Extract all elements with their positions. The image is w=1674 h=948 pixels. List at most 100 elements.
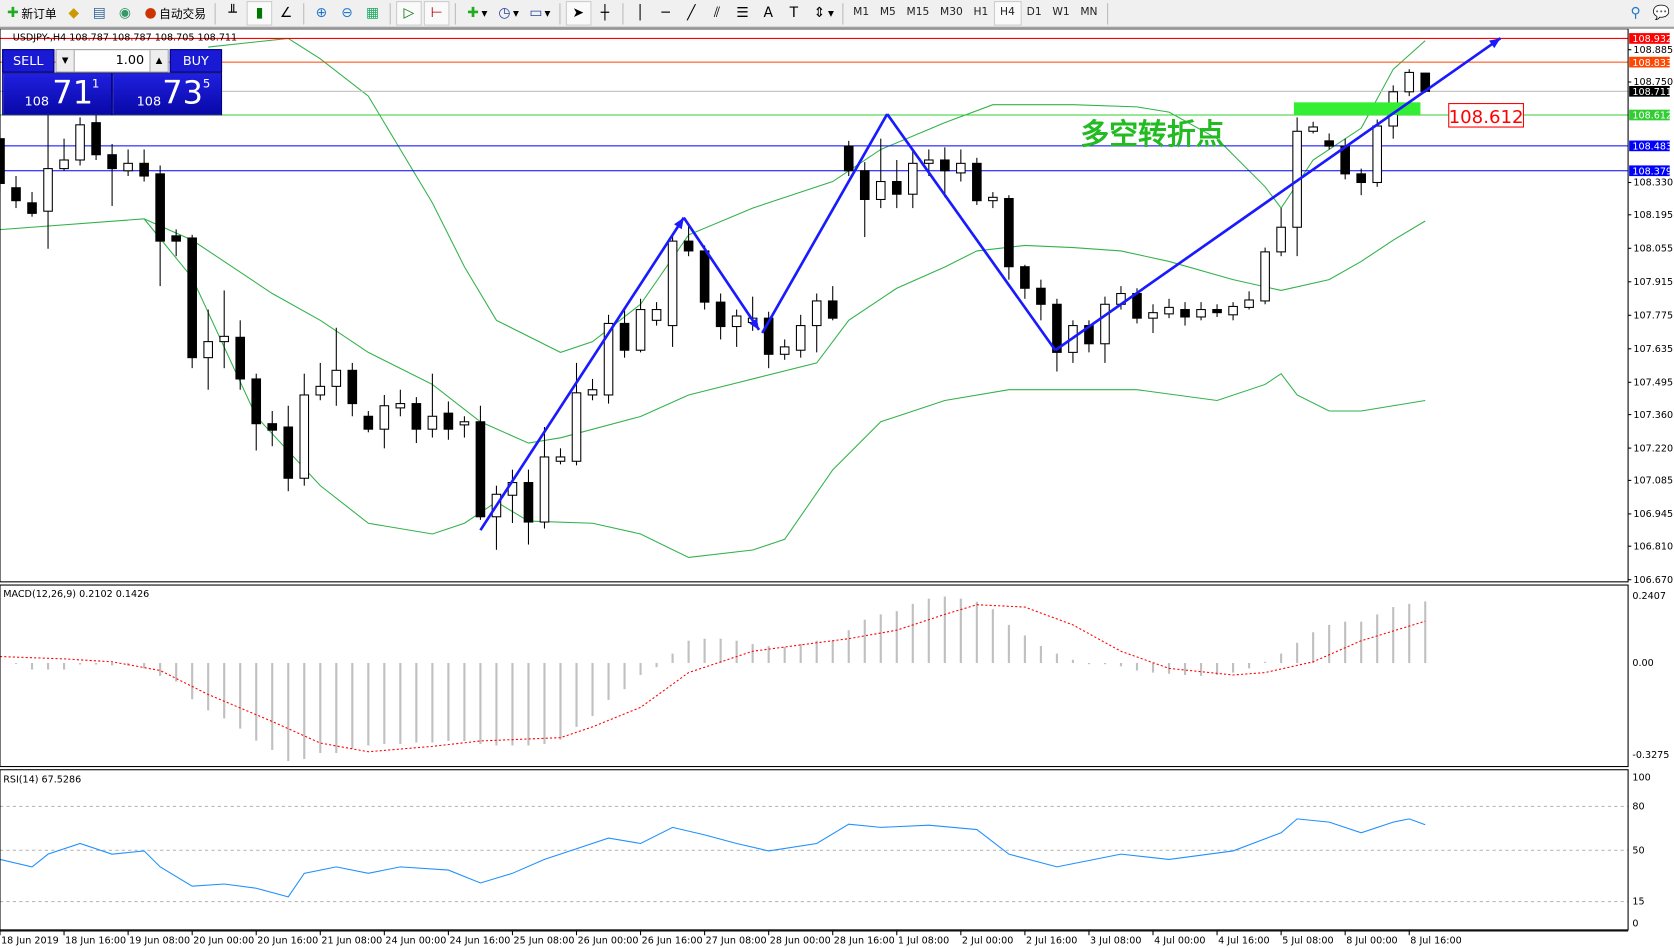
candle[interactable] <box>475 405 486 520</box>
lot-increase-button[interactable]: ▲ <box>149 50 168 72</box>
chat-button[interactable]: 💬 <box>1649 2 1672 24</box>
candle[interactable] <box>940 147 950 198</box>
candle[interactable] <box>91 115 101 160</box>
candle[interactable] <box>827 286 838 321</box>
candle[interactable] <box>571 362 582 466</box>
timeframe-m30[interactable]: M30 <box>940 6 963 19</box>
candle[interactable] <box>1260 247 1270 305</box>
new-order-button[interactable]: ✚ 新订单 <box>1 2 60 24</box>
tile-button[interactable]: ▦ <box>361 2 384 24</box>
bar-chart-button[interactable]: ╨ <box>221 2 244 24</box>
timeframe-m5[interactable]: M5 <box>879 6 896 19</box>
candle[interactable] <box>11 176 21 209</box>
timeframe-h4[interactable]: H4 <box>993 1 1022 26</box>
trendline[interactable] <box>886 113 1057 352</box>
horizontal-line-button[interactable]: ─ <box>654 2 677 24</box>
candle[interactable] <box>1068 320 1078 363</box>
candle[interactable] <box>1164 298 1174 319</box>
candle[interactable] <box>1180 302 1190 326</box>
navigator-button[interactable]: ▤ <box>88 2 111 24</box>
candle[interactable] <box>1308 121 1318 134</box>
crosshair-button[interactable]: ┼ <box>593 2 616 24</box>
arrows-button[interactable]: ⇕ ▾ <box>808 2 837 24</box>
timeframe-h1[interactable]: H1 <box>973 6 989 19</box>
ask-price[interactable]: 108 73 5 <box>112 72 223 116</box>
candle[interactable] <box>1196 302 1206 321</box>
lot-size-input[interactable]: ▼ 1.00 ▲ <box>55 49 169 73</box>
candle[interactable] <box>555 448 566 465</box>
timeframe-w1[interactable]: W1 <box>1052 6 1070 19</box>
candle[interactable] <box>27 192 37 217</box>
candle[interactable] <box>603 314 614 404</box>
fibonacci-button[interactable]: ☰ <box>731 2 754 24</box>
candle[interactable] <box>539 427 550 529</box>
candle-chart-button[interactable]: ▮ <box>246 1 273 26</box>
templates-button[interactable]: ▭ ▾ <box>529 4 551 21</box>
annotation-text[interactable]: 多空转折点 <box>1080 117 1224 151</box>
sell-button[interactable]: SELL <box>2 49 55 73</box>
candle[interactable] <box>619 309 630 358</box>
lot-decrease-button[interactable]: ▼ <box>56 50 75 72</box>
support-zone-rectangle[interactable] <box>1293 102 1421 116</box>
candle[interactable] <box>203 309 213 390</box>
candle[interactable] <box>1212 304 1222 317</box>
candle[interactable] <box>443 401 454 440</box>
autoscroll-button[interactable]: ▷ <box>396 1 422 26</box>
text-label-button[interactable]: T <box>782 2 805 24</box>
candle[interactable] <box>347 362 358 417</box>
candle[interactable] <box>427 373 438 438</box>
candle[interactable] <box>1004 195 1014 280</box>
search-button[interactable]: ⚲ <box>1624 2 1647 24</box>
timeframe-m1[interactable]: M1 <box>853 6 870 19</box>
candle[interactable] <box>155 165 165 287</box>
candle[interactable] <box>907 149 918 209</box>
candle[interactable] <box>651 302 662 326</box>
candle[interactable] <box>187 234 197 369</box>
candle[interactable] <box>363 411 374 433</box>
candle[interactable] <box>1100 296 1110 363</box>
candle[interactable] <box>59 138 69 171</box>
trendline-button[interactable]: ╱ <box>680 2 703 24</box>
candle[interactable] <box>283 405 294 492</box>
candle[interactable] <box>395 389 406 417</box>
candle[interactable] <box>1052 298 1062 372</box>
timeframe-m15[interactable]: M15 <box>906 6 930 19</box>
candle[interactable] <box>171 229 181 257</box>
candle[interactable] <box>1276 208 1286 257</box>
candle[interactable] <box>1404 69 1415 97</box>
periods-button[interactable]: ◷ ▾ <box>493 2 522 24</box>
candle[interactable] <box>779 339 790 360</box>
candle[interactable] <box>1324 133 1334 150</box>
candle[interactable] <box>251 373 262 451</box>
candle[interactable] <box>1020 264 1030 299</box>
candle[interactable] <box>139 149 149 182</box>
candle[interactable] <box>459 416 470 438</box>
equidistant-channel-button[interactable]: ⫽ <box>705 2 728 24</box>
bid-price[interactable]: 108 71 1 <box>2 72 113 116</box>
candle[interactable] <box>43 115 53 249</box>
annotation-price-label[interactable]: 108.612 <box>1448 103 1524 128</box>
chart-shift-button[interactable]: ⊢ <box>423 1 450 26</box>
trendline[interactable] <box>479 216 685 531</box>
candle[interactable] <box>1372 119 1383 187</box>
trendline[interactable] <box>761 113 889 334</box>
candle[interactable] <box>1036 279 1046 321</box>
candle[interactable] <box>1244 291 1254 310</box>
candle[interactable] <box>379 394 390 449</box>
zoom-in-button[interactable]: ⊕ <box>310 2 333 24</box>
candle[interactable] <box>859 162 870 238</box>
line-chart-button[interactable]: ∠ <box>274 2 297 24</box>
candle[interactable] <box>891 159 902 209</box>
candle[interactable] <box>1228 302 1238 321</box>
candle[interactable] <box>219 290 230 369</box>
market-watch-button[interactable]: ◆ <box>62 2 85 24</box>
candle[interactable] <box>956 149 966 182</box>
timeframe-mn[interactable]: MN <box>1080 6 1098 19</box>
candle[interactable] <box>731 309 742 347</box>
text-button[interactable]: A <box>756 2 779 24</box>
candle[interactable] <box>795 314 806 358</box>
candle[interactable] <box>107 143 117 206</box>
cursor-button[interactable]: ➤ <box>565 1 592 26</box>
candle[interactable] <box>523 469 534 545</box>
candle[interactable] <box>811 293 822 353</box>
